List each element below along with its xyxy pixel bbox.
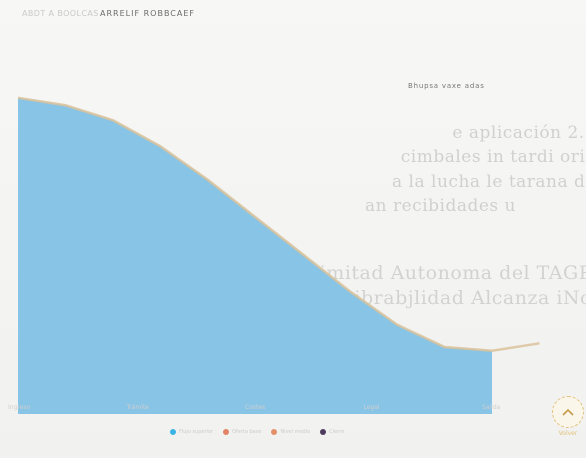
background-text-line: a la lucha le tarana de xyxy=(392,172,586,192)
legend-item[interactable]: Flujo superior xyxy=(170,429,213,435)
x-tick-label: Trámite xyxy=(126,404,149,411)
scroll-top-button[interactable] xyxy=(552,396,584,428)
x-tick-label: Costes xyxy=(245,404,266,411)
x-tick-label: Ingreso xyxy=(8,404,31,411)
background-text-line: cimbales in tardi oria xyxy=(400,147,586,167)
chart-legend: Flujo superior Oferta base Nivel medio C… xyxy=(170,427,344,437)
legend-item[interactable]: Cierre xyxy=(320,429,344,435)
chart-annotation: Bhupsa vaxe adas xyxy=(408,82,485,90)
chart-title: ARRELIF ROBBCAEF xyxy=(100,9,196,18)
header-faint-text: ABDT A BOOLCAS xyxy=(22,9,99,18)
legend-dot xyxy=(320,429,327,435)
legend-item[interactable]: Oferta base xyxy=(223,429,261,435)
legend-label: Flujo superior xyxy=(179,429,214,435)
legend-dot xyxy=(223,429,230,435)
background-text-line: an recibidades u xyxy=(365,196,516,216)
background-text-line: e aplicación 2.1 xyxy=(452,123,586,143)
trend-line xyxy=(17,96,540,353)
legend-label: Cierre xyxy=(329,429,345,435)
legend-label: Oferta base xyxy=(232,429,262,435)
legend-dot xyxy=(170,429,176,435)
legend-dot xyxy=(271,429,278,435)
x-tick-label: Salida xyxy=(482,404,501,411)
legend-label: Nivel medio xyxy=(280,429,311,435)
area-series xyxy=(18,42,492,414)
chevron-up-icon xyxy=(562,408,574,416)
scroll-top-label: Volver xyxy=(558,430,578,437)
legend-item[interactable]: Nivel medio xyxy=(271,429,310,435)
x-tick-label: Legal xyxy=(363,404,380,411)
